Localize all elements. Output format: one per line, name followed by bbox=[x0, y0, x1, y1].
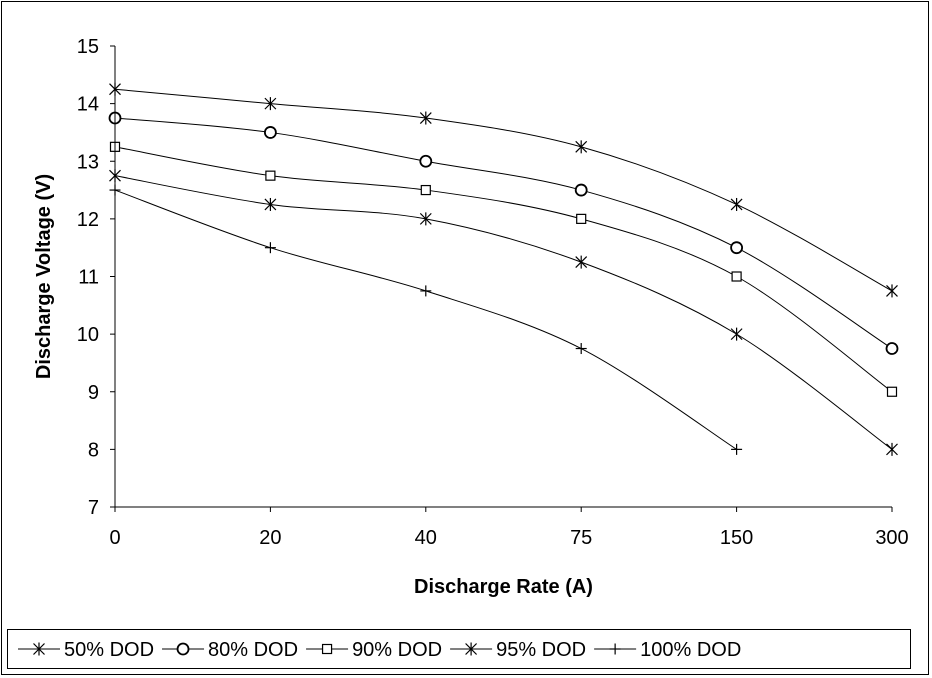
series-line bbox=[114, 175, 893, 450]
data-point bbox=[886, 284, 898, 298]
x-tick-label: 20 bbox=[259, 527, 281, 549]
legend-marker bbox=[465, 642, 478, 656]
y-tick-label: 13 bbox=[77, 151, 99, 173]
data-point bbox=[731, 443, 743, 455]
data-point bbox=[731, 271, 742, 282]
data-point bbox=[419, 154, 433, 168]
series-layer bbox=[108, 82, 899, 456]
data-point bbox=[730, 327, 743, 341]
y-axis-title: Discharge Voltage (V) bbox=[33, 174, 55, 379]
data-point bbox=[420, 184, 431, 196]
legend-item: 100% DOD bbox=[594, 639, 741, 661]
data-point bbox=[576, 213, 587, 224]
data-point bbox=[730, 197, 743, 211]
y-tick-label: 10 bbox=[77, 324, 99, 346]
data-point bbox=[730, 241, 743, 255]
y-tick-label: 8 bbox=[88, 439, 99, 461]
data-point bbox=[264, 97, 277, 111]
series-line bbox=[114, 146, 893, 393]
data-point bbox=[264, 197, 277, 211]
x-axis-title: Discharge Rate (A) bbox=[414, 576, 593, 598]
data-point bbox=[419, 111, 432, 125]
x-tick-label: 75 bbox=[570, 527, 592, 549]
y-tick-label: 9 bbox=[88, 382, 99, 404]
legend: 50% DOD 80% DOD 90% DOD 95% DOD 100% DOD bbox=[7, 629, 911, 669]
legend-marker bbox=[321, 643, 333, 655]
legend-marker bbox=[609, 643, 621, 655]
series-line bbox=[114, 189, 737, 450]
legend-label: 90% DOD bbox=[352, 639, 442, 661]
data-point bbox=[575, 343, 587, 355]
legend-marker bbox=[33, 642, 45, 656]
legend-item: 50% DOD bbox=[18, 639, 154, 661]
legend-label: 50% DOD bbox=[64, 639, 154, 661]
x-tick-label: 0 bbox=[109, 527, 120, 549]
legend-item: 80% DOD bbox=[162, 639, 298, 661]
series-50-dod bbox=[109, 82, 898, 298]
data-point bbox=[886, 386, 898, 397]
series-90-dod bbox=[109, 141, 898, 397]
data-point bbox=[885, 342, 899, 355]
data-point bbox=[263, 126, 277, 139]
data-point bbox=[265, 170, 276, 181]
legend-items: 50% DOD 80% DOD 90% DOD 95% DOD 100% DOD bbox=[18, 639, 741, 661]
legend-label: 95% DOD bbox=[496, 639, 586, 661]
data-point bbox=[264, 242, 276, 254]
data-point bbox=[575, 255, 588, 269]
legend-label: 80% DOD bbox=[208, 639, 298, 661]
data-point bbox=[886, 442, 898, 456]
legend-marker bbox=[176, 642, 190, 656]
data-point bbox=[419, 212, 432, 226]
legend-label: 100% DOD bbox=[640, 639, 741, 661]
x-tick-label: 40 bbox=[415, 527, 437, 549]
y-tick-label: 11 bbox=[78, 267, 99, 289]
y-tick-label: 7 bbox=[88, 497, 99, 519]
legend-item: 90% DOD bbox=[306, 639, 442, 661]
data-point bbox=[420, 285, 432, 297]
y-tick-label: 15 bbox=[77, 36, 99, 58]
series-line bbox=[114, 88, 893, 292]
legend-item: 95% DOD bbox=[450, 639, 586, 661]
x-tick-label: 150 bbox=[720, 527, 753, 549]
series-line bbox=[114, 117, 893, 349]
series-95-dod bbox=[109, 169, 898, 456]
x-tick-label: 300 bbox=[875, 527, 908, 549]
data-point bbox=[575, 140, 588, 154]
data-point bbox=[574, 183, 588, 197]
y-tick-label: 12 bbox=[77, 209, 99, 231]
y-tick-label: 14 bbox=[77, 94, 99, 116]
